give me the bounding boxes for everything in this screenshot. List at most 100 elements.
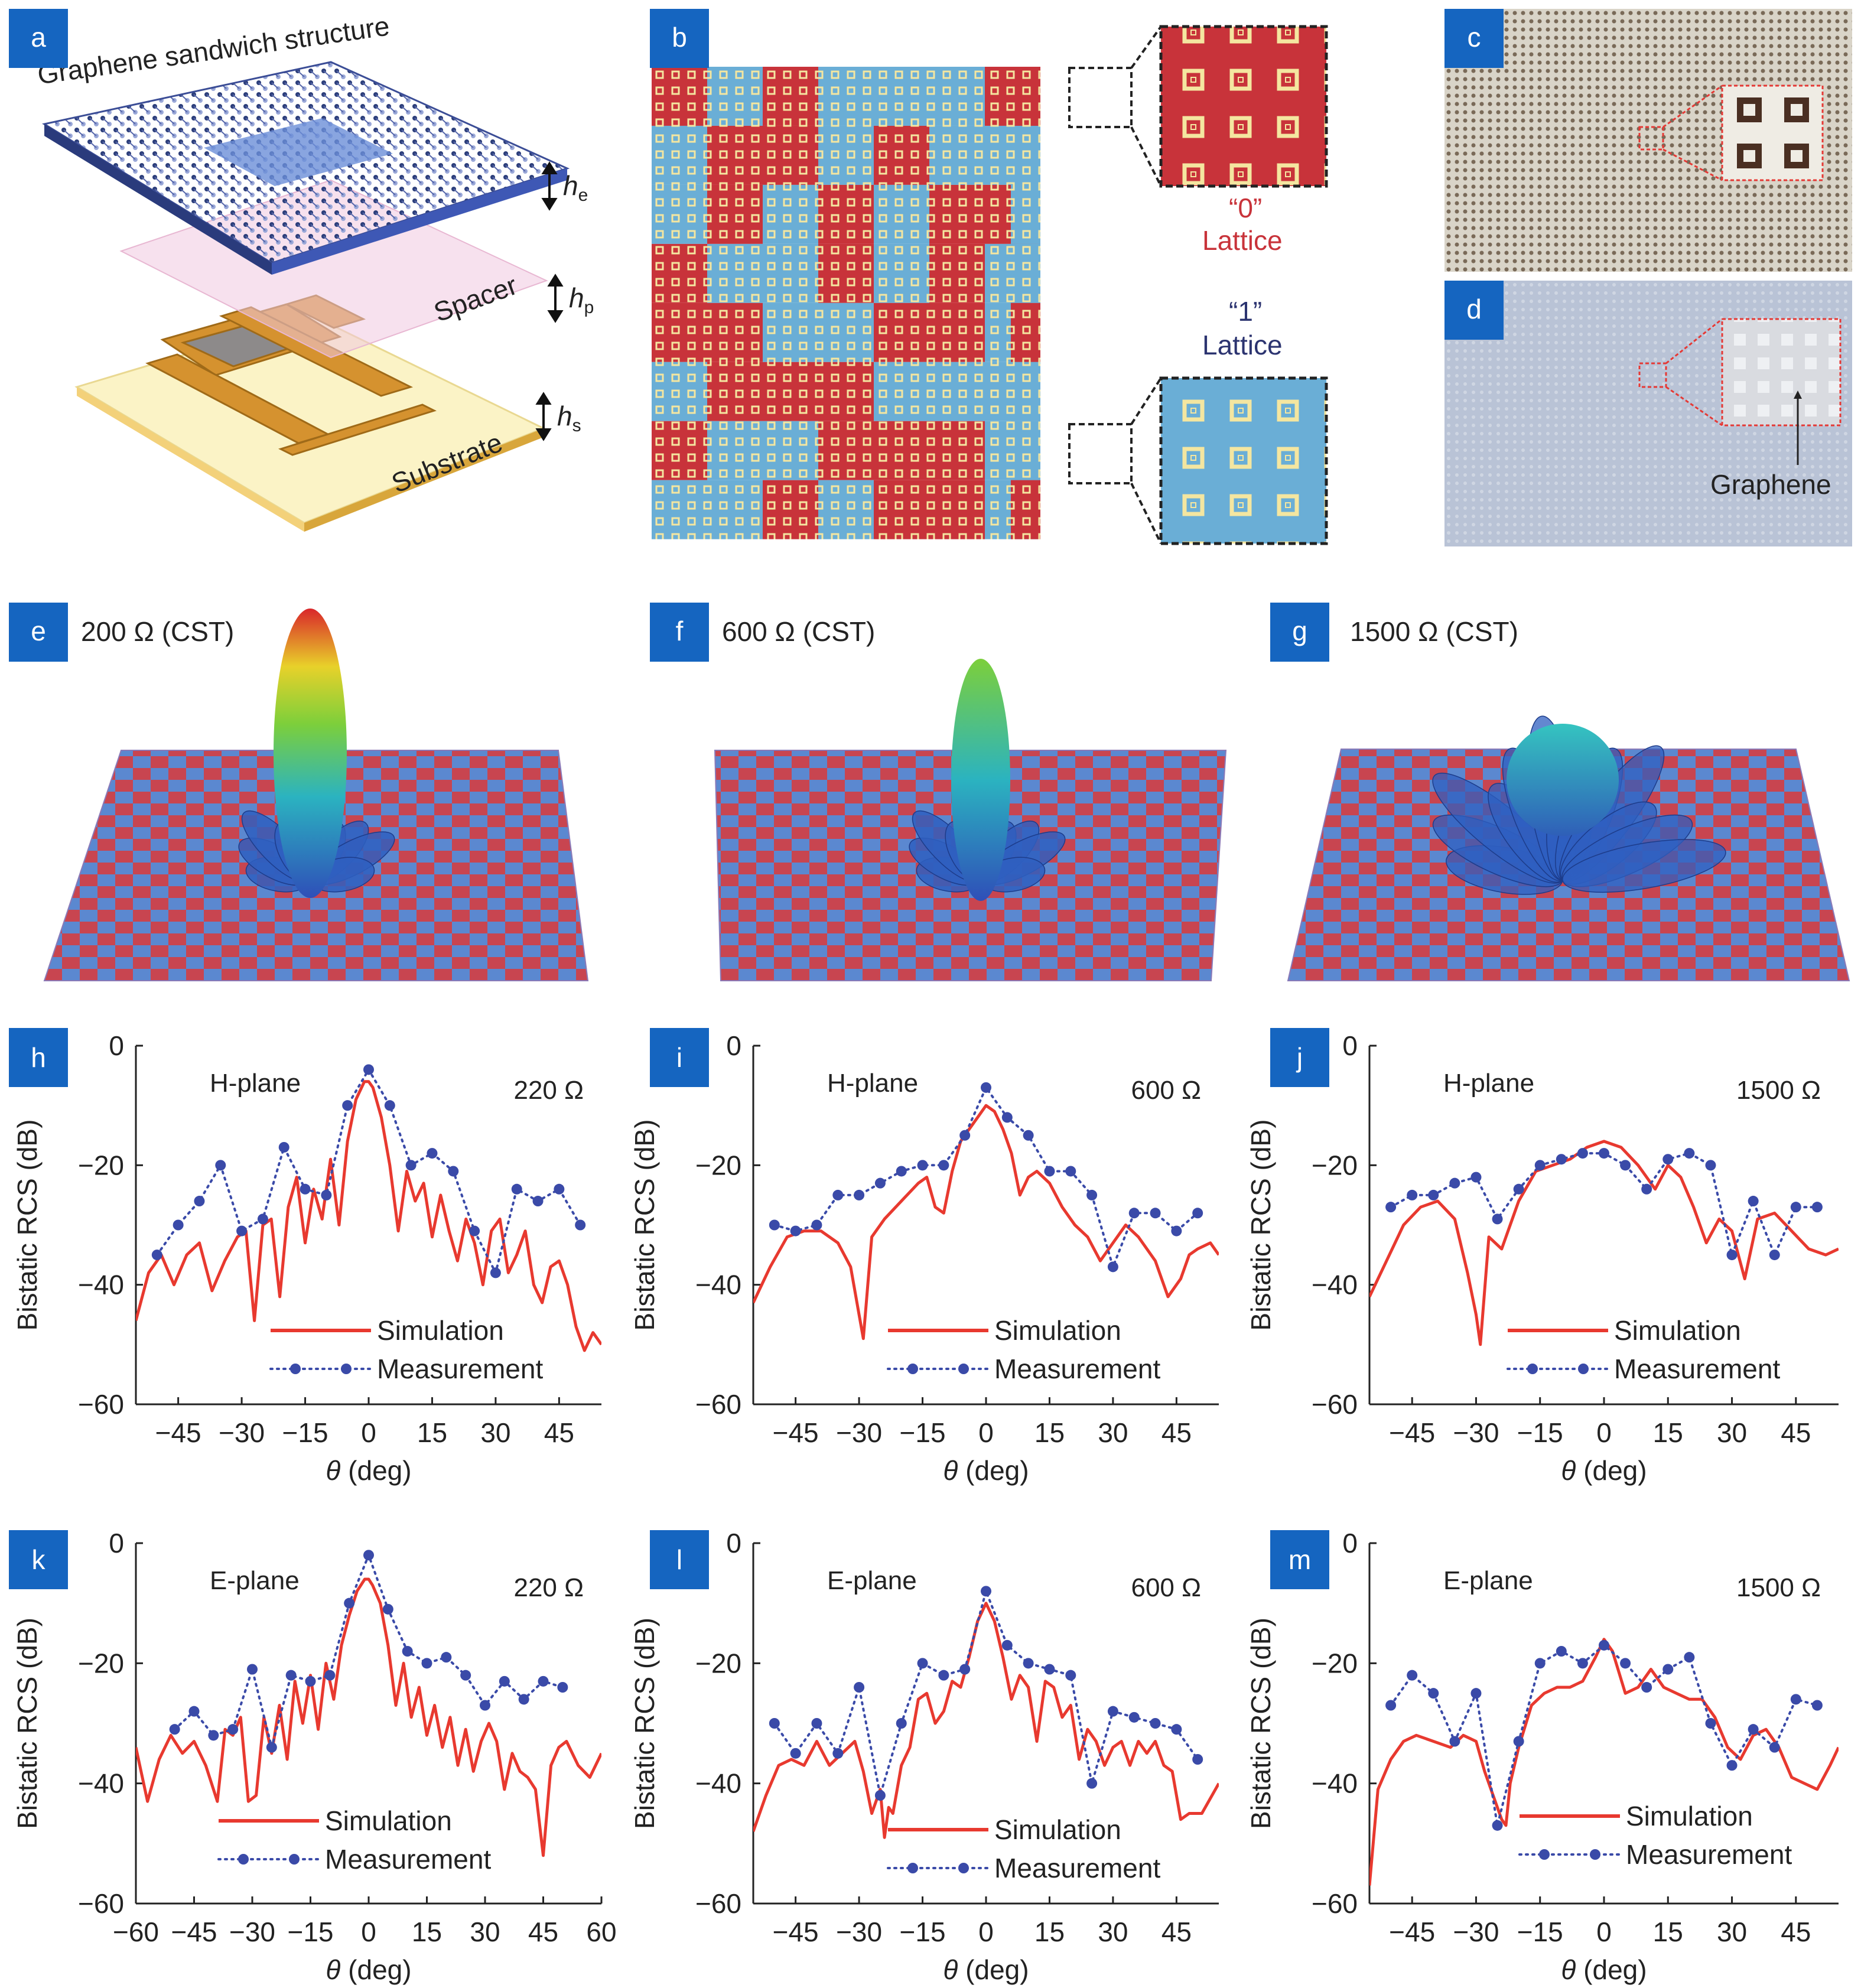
chart-badge: l (650, 1530, 709, 1589)
measurement-point (1726, 1250, 1738, 1261)
x-tick-label: −30 (836, 1417, 882, 1448)
scattering-pattern-1500 (1287, 715, 1850, 981)
measurement-point (324, 1670, 336, 1681)
measurement-point (441, 1652, 452, 1663)
measurement-point (236, 1225, 248, 1237)
y-tick-label: −20 (695, 1150, 741, 1180)
fabricated-sample-photo (1444, 9, 1852, 272)
legend-meas-label: Measurement (994, 1853, 1160, 1883)
measurement-point (1470, 1688, 1482, 1699)
legend-sim-label: Simulation (1626, 1801, 1753, 1831)
measurement-point (554, 1183, 565, 1195)
coding-tile (1011, 362, 1040, 421)
x-tick-label: 0 (361, 1417, 376, 1448)
measurement-point (1086, 1189, 1098, 1200)
measurement-point (490, 1267, 501, 1278)
legend-meas-marker (958, 1863, 969, 1873)
coding-tile (929, 362, 985, 421)
coding-tile (1011, 125, 1040, 185)
x-tick-label: 15 (1653, 1917, 1683, 1947)
measurement-point (1171, 1724, 1182, 1735)
measurement-point (790, 1225, 801, 1237)
x-tick-label: 30 (1717, 1417, 1747, 1448)
measurement-point (1150, 1718, 1161, 1729)
legend: Simulation Measurement (1507, 1315, 1780, 1384)
legend-meas-marker (289, 1854, 300, 1865)
coding-tile (707, 480, 763, 539)
plane-label: E-plane (827, 1566, 917, 1595)
y-tick-label: −40 (78, 1768, 124, 1799)
x-tick-label: 30 (1098, 1417, 1128, 1448)
y-tick-label: 0 (109, 1030, 124, 1061)
legend-meas-marker (290, 1364, 301, 1374)
measurement-point (363, 1064, 374, 1075)
x-axis-label: θ (deg) (1561, 1954, 1647, 1985)
x-axis-symbol: θ (326, 1455, 340, 1486)
legend-sim-label: Simulation (377, 1315, 504, 1346)
chart-badge-label: i (676, 1042, 682, 1073)
coding-tile (763, 67, 818, 126)
measurement-line (1390, 1151, 1818, 1259)
y-axis-label: Bistatic RCS (dB) (12, 1120, 43, 1331)
coding-tile (763, 125, 818, 185)
measurement-point (1407, 1670, 1418, 1681)
x-tick-label: 15 (1653, 1417, 1683, 1448)
x-tick-label: 45 (1162, 1917, 1192, 1947)
coding-tile (1011, 480, 1040, 539)
measurement-point (421, 1658, 432, 1669)
hp-main: h (569, 282, 584, 313)
measurement-point (1705, 1718, 1716, 1729)
y-tick-label: −40 (695, 1768, 741, 1799)
measurement-point (300, 1183, 311, 1195)
panel-c: c (1444, 9, 1852, 272)
coding-tile (818, 302, 874, 362)
chart-badge: m (1270, 1530, 1329, 1589)
coding-tile (874, 421, 929, 480)
zoom-source-1 (1068, 423, 1133, 484)
y-axis-label: Bistatic RCS (dB) (1245, 1618, 1276, 1829)
chart-badge: j (1270, 1028, 1329, 1087)
coding-tile (763, 421, 818, 480)
legend-sim-label: Simulation (994, 1814, 1121, 1845)
x-axis-unit: (deg) (1576, 1954, 1647, 1985)
chart-badge: k (9, 1530, 68, 1589)
coding-tile (652, 421, 707, 480)
panel-g-badge: g (1270, 603, 1329, 662)
measurement-line (173, 1551, 564, 1752)
main-lobe (951, 659, 1010, 901)
chart-j: j 0 −20 −40 −60 −45 −30 −15 0 15 30 45 θ (deg) Bistat… (1245, 1028, 1839, 1486)
coding-tile (818, 184, 874, 244)
y-tick-label: −40 (695, 1270, 741, 1300)
y-axis-label: Bistatic RCS (dB) (12, 1618, 43, 1829)
x-axis-label: θ (deg) (943, 1455, 1029, 1486)
coding-grid (652, 67, 1040, 539)
x-tick-label: −45 (773, 1917, 819, 1947)
y-tick-label: −60 (78, 1888, 124, 1919)
coding-tile (707, 125, 763, 185)
y-tick-label: −20 (1312, 1648, 1358, 1678)
measurement-point (769, 1718, 780, 1729)
measurement-point (532, 1196, 544, 1207)
x-tick-label: 0 (978, 1917, 994, 1947)
hp-label: hp (569, 282, 594, 318)
x-tick-label: −30 (1453, 1917, 1499, 1947)
x-tick-label: 60 (586, 1917, 616, 1947)
x-tick-label: 30 (470, 1917, 500, 1947)
measurement-point (402, 1646, 413, 1657)
measurement-point (1748, 1196, 1759, 1207)
plane-label: E-plane (210, 1566, 300, 1595)
measurement-point (469, 1225, 480, 1237)
x-axis-unit: (deg) (958, 1954, 1029, 1985)
measurement-point (1470, 1172, 1482, 1183)
measurement-point (538, 1675, 549, 1687)
x-tick-label: −30 (229, 1917, 275, 1947)
y-tick-label: 0 (1342, 1030, 1358, 1061)
coding-tile (818, 243, 874, 303)
x-tick-label: −15 (1517, 1417, 1563, 1448)
y-axis-label: Bistatic RCS (dB) (1245, 1120, 1276, 1331)
x-tick-label: −30 (836, 1917, 882, 1947)
measurement-point (981, 1082, 991, 1093)
legend-meas-marker (1590, 1849, 1600, 1860)
panel-c-badge: c (1444, 9, 1504, 68)
y-tick-label: −60 (695, 1389, 741, 1420)
